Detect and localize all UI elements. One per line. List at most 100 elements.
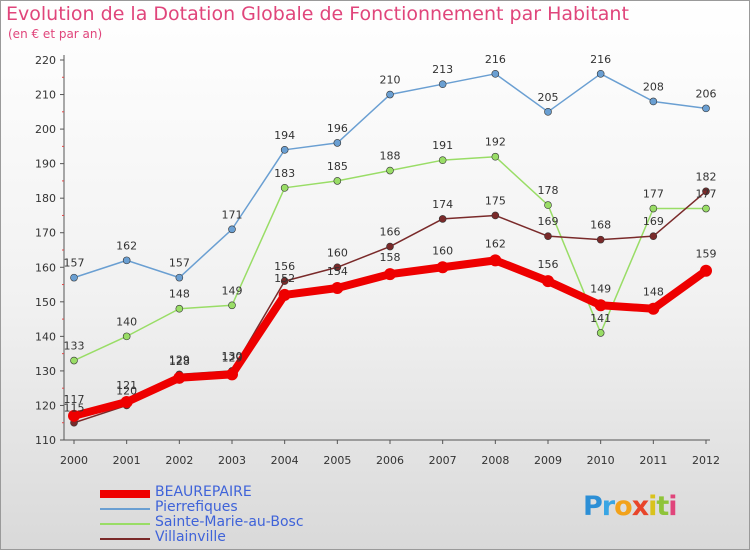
data-label-villainville: 156 [274, 260, 295, 273]
y-tick-label: 120 [35, 399, 56, 412]
data-label-beaurepaire: 160 [432, 244, 453, 257]
data-label-sainte-marie-au-bosc: 191 [432, 139, 453, 152]
data-point-pierrefiques [175, 273, 184, 282]
data-point-beaurepaire [120, 396, 133, 408]
x-tick-label: 2006 [376, 454, 404, 467]
logo-letter: x [631, 491, 649, 522]
data-point-sainte-marie-au-bosc [438, 156, 447, 164]
data-point-beaurepaire [436, 261, 449, 274]
data-point-pierrefiques [438, 80, 447, 88]
data-point-villainville [649, 232, 658, 240]
data-label-sainte-marie-au-bosc: 133 [64, 340, 85, 353]
data-label-beaurepaire: 148 [643, 286, 664, 299]
data-label-villainville: 175 [485, 194, 506, 207]
legend-swatch-pierrefiques [100, 508, 150, 510]
y-tick-label: 150 [35, 296, 56, 309]
y-tick-label: 210 [35, 89, 56, 102]
y-tick-label: 180 [35, 192, 56, 205]
data-label-beaurepaire: 128 [169, 355, 190, 368]
y-tick-label: 130 [35, 365, 56, 378]
data-point-beaurepaire [173, 371, 186, 384]
data-label-villainville: 120 [116, 384, 137, 397]
y-tick-label: 110 [35, 434, 56, 447]
data-label-sainte-marie-au-bosc: 141 [590, 312, 611, 325]
data-point-sainte-marie-au-bosc [333, 177, 342, 185]
data-point-villainville [438, 215, 447, 223]
data-point-beaurepaire [278, 288, 291, 301]
legend-swatch-sainte-marie-au-bosc [100, 523, 150, 525]
data-label-pierrefiques: 157 [64, 257, 85, 270]
legend-swatch-villainville [100, 538, 150, 540]
x-tick-label: 2008 [481, 454, 509, 467]
x-tick-label: 2010 [587, 454, 615, 467]
x-tick-label: 2005 [323, 454, 351, 467]
x-tick-label: 2012 [692, 454, 720, 467]
data-point-beaurepaire [489, 254, 502, 267]
x-tick-label: 2011 [639, 454, 667, 467]
data-point-sainte-marie-au-bosc [596, 329, 605, 337]
data-point-sainte-marie-au-bosc [228, 301, 236, 310]
data-label-villainville: 115 [64, 402, 85, 415]
chart-title: Evolution de la Dotation Globale de Fonc… [6, 3, 629, 25]
data-label-villainville: 129 [169, 353, 190, 366]
data-label-sainte-marie-au-bosc: 177 [643, 188, 664, 201]
data-label-pierrefiques: 157 [169, 257, 190, 270]
logo-letter: r [601, 491, 615, 522]
legend-label-villainville: Villainville [155, 529, 226, 545]
data-label-sainte-marie-au-bosc: 148 [169, 288, 190, 301]
data-point-sainte-marie-au-bosc [175, 304, 184, 313]
data-label-villainville: 182 [696, 170, 717, 183]
data-point-pierrefiques [702, 104, 710, 113]
data-label-beaurepaire: 158 [380, 251, 401, 264]
series-line-beaurepaire [70, 256, 710, 420]
x-tick-label: 2007 [429, 454, 457, 467]
data-point-beaurepaire [384, 268, 396, 281]
data-point-beaurepaire [331, 282, 344, 294]
data-label-pierrefiques: 216 [590, 53, 611, 66]
data-label-pierrefiques: 208 [643, 80, 664, 93]
data-label-sainte-marie-au-bosc: 188 [380, 150, 401, 163]
x-tick-label: 2004 [271, 454, 299, 467]
data-label-pierrefiques: 194 [274, 129, 295, 142]
data-point-pierrefiques [122, 256, 131, 265]
data-label-sainte-marie-au-bosc: 185 [327, 160, 348, 173]
data-point-pierrefiques [386, 90, 394, 99]
data-point-pierrefiques [649, 97, 658, 106]
legend-swatch-beaurepaire [100, 490, 150, 498]
data-point-villainville [702, 187, 710, 196]
data-point-sainte-marie-au-bosc [649, 204, 658, 213]
data-label-pierrefiques: 216 [485, 53, 506, 66]
data-label-pierrefiques: 162 [116, 239, 137, 252]
data-label-sainte-marie-au-bosc: 177 [696, 188, 717, 201]
legend-label-pierrefiques: Pierrefiques [155, 499, 238, 515]
data-point-pierrefiques [70, 273, 78, 282]
y-tick-label: 160 [35, 261, 56, 274]
data-point-beaurepaire [542, 275, 554, 288]
legend-label-sainte-marie-au-bosc: Sainte-Marie-au-Bosc [155, 514, 304, 530]
data-label-beaurepaire: 159 [696, 248, 717, 261]
data-label-pierrefiques: 196 [327, 122, 348, 135]
data-label-sainte-marie-au-bosc: 192 [485, 136, 506, 149]
x-tick-label: 2002 [165, 454, 193, 467]
data-label-pierrefiques: 213 [432, 63, 453, 76]
data-point-sainte-marie-au-bosc [702, 204, 710, 213]
data-label-villainville: 169 [538, 215, 559, 228]
chart-subtitle: (en € et par an) [8, 27, 103, 41]
logo-letter: t [656, 491, 669, 522]
data-label-beaurepaire: 154 [327, 265, 348, 278]
chart-axes: 110 120 130 140 150 160 170 180 190 200 210 220 2000… [35, 54, 720, 467]
data-point-sainte-marie-au-bosc [491, 152, 500, 161]
data-point-villainville [333, 263, 342, 272]
data-label-sainte-marie-au-bosc: 149 [222, 284, 243, 297]
logo-letter: P [583, 491, 603, 522]
data-label-villainville: 166 [380, 226, 401, 239]
logo-letter: i [648, 491, 657, 522]
logo-letter: o [614, 491, 633, 522]
data-point-beaurepaire [68, 409, 80, 422]
data-label-villainville: 174 [432, 198, 453, 211]
data-point-beaurepaire [594, 299, 607, 312]
data-point-sainte-marie-au-bosc [280, 184, 289, 192]
data-point-pierrefiques [333, 139, 342, 147]
data-point-sainte-marie-au-bosc [386, 166, 394, 175]
